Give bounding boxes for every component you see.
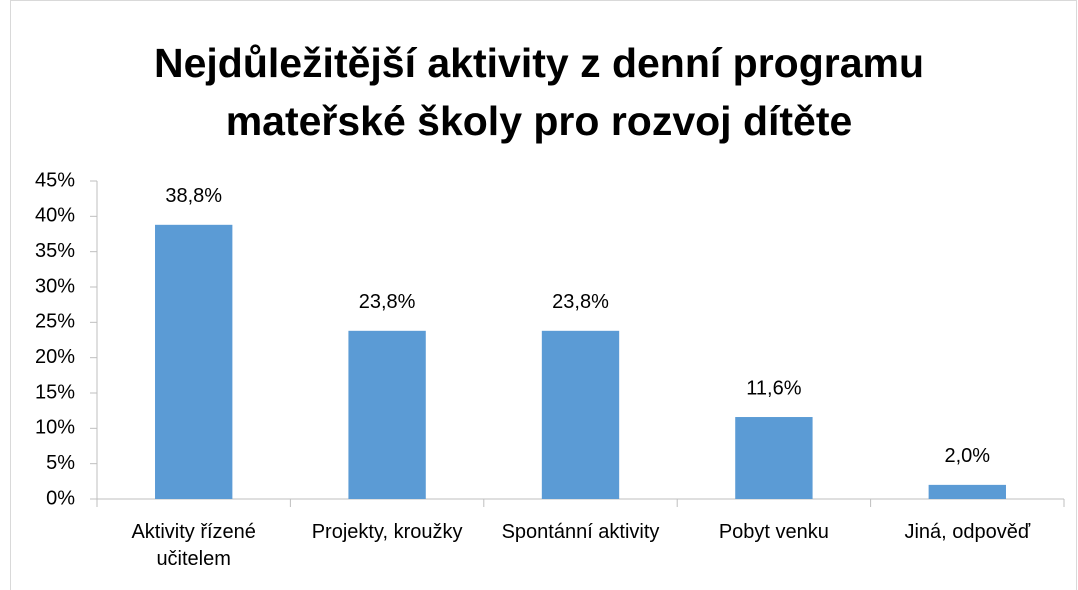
bar xyxy=(735,417,813,499)
bar xyxy=(541,330,620,499)
y-tick-label: 40% xyxy=(35,205,75,227)
bar xyxy=(155,224,233,499)
y-tick-label: 30% xyxy=(35,275,75,297)
x-tick-label: Spontánní aktivity xyxy=(501,521,660,543)
y-tick-label: 35% xyxy=(35,240,75,262)
x-tick-label: Aktivity řízené učitelem xyxy=(131,521,256,570)
y-tick-label: 5% xyxy=(46,452,75,474)
y-tick-label: 0% xyxy=(46,487,75,509)
y-tick-label: 45% xyxy=(35,169,75,191)
x-tick-label: Jiná, odpověď xyxy=(904,521,1031,543)
y-tick-label: 10% xyxy=(35,417,75,439)
y-tick-label: 20% xyxy=(35,346,75,368)
bar xyxy=(348,330,426,499)
data-label: 23,8% xyxy=(552,291,609,313)
chart-title: Nejdůležitější aktivity z denní programu… xyxy=(153,40,925,144)
data-label: 11,6% xyxy=(746,377,801,399)
data-label: 38,8% xyxy=(165,185,222,207)
y-tick-label: 25% xyxy=(35,311,75,333)
data-label: 2,0% xyxy=(945,445,991,467)
x-tick-label: Projekty, kroužky xyxy=(311,521,463,543)
bar xyxy=(928,484,1006,499)
y-tick-label: 15% xyxy=(35,381,75,403)
chart-border xyxy=(10,0,1077,590)
x-tick-label: Pobyt venku xyxy=(718,521,829,543)
data-label: 23,8% xyxy=(359,291,416,313)
